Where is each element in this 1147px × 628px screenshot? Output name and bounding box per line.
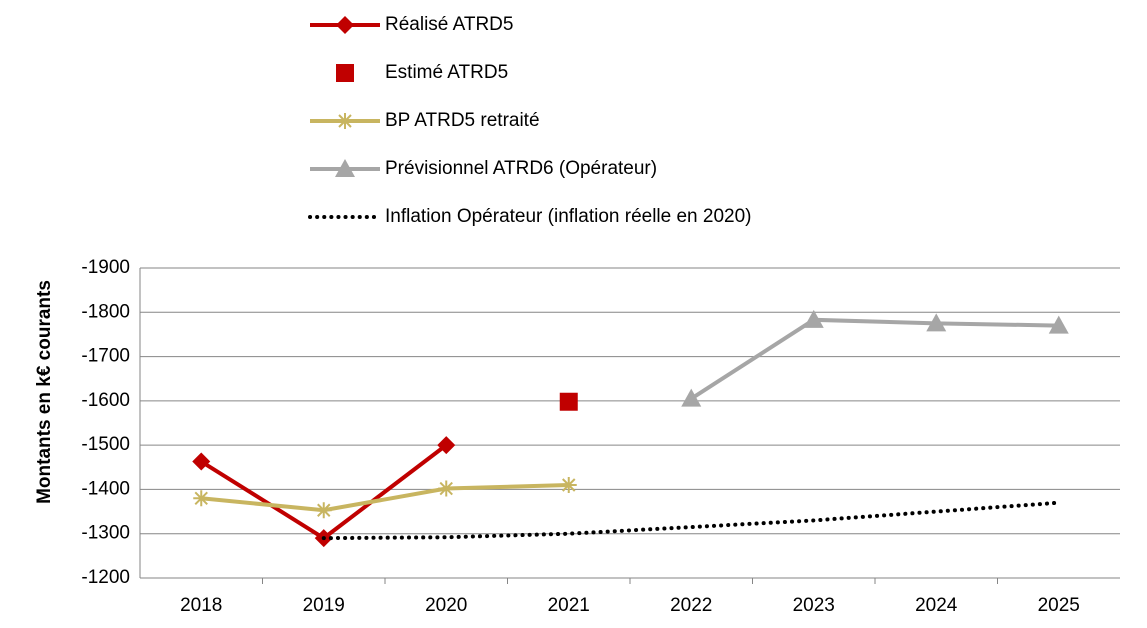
y-tick-label: -1600: [81, 390, 130, 411]
x-tick-label: 2020: [425, 595, 467, 616]
legend-label: Prévisionnel ATRD6 (Opérateur): [385, 158, 657, 179]
legend-marker: [336, 16, 354, 34]
data-point: [437, 436, 456, 455]
y-tick-label: -1400: [81, 478, 130, 499]
series-line: [200, 443, 448, 541]
data-point: [681, 388, 702, 407]
y-tick-label: -1200: [81, 567, 130, 588]
series-line: [201, 483, 569, 513]
y-tick-label: -1300: [81, 523, 130, 544]
y-tick-label: -1900: [81, 257, 130, 278]
data-point: [559, 392, 578, 411]
series-line: [690, 317, 1059, 401]
legend-label: Estimé ATRD5: [385, 62, 508, 83]
legend-marker: [335, 159, 355, 177]
data-point: [193, 490, 210, 507]
x-tick-label: 2023: [793, 595, 835, 616]
legend-label: BP ATRD5 retraité: [385, 110, 540, 131]
data-point: [192, 452, 211, 471]
x-tick-label: 2021: [548, 595, 590, 616]
y-tick-label: -1800: [81, 301, 130, 322]
data-point: [1048, 315, 1069, 334]
x-tick-label: 2025: [1038, 595, 1080, 616]
y-tick-label: -1700: [81, 346, 130, 367]
x-tick-label: 2018: [180, 595, 222, 616]
series-line: [321, 500, 1061, 541]
legend-marker: [336, 64, 354, 82]
y-axis-title: Montants en k€ courants: [34, 280, 55, 504]
data-point: [315, 502, 332, 519]
legend-label: Réalisé ATRD5: [385, 14, 513, 35]
y-tick-label: -1500: [81, 434, 130, 455]
data-point: [926, 313, 947, 332]
x-tick-label: 2024: [915, 595, 958, 616]
legend-label: Inflation Opérateur (inflation réelle en…: [385, 206, 752, 227]
data-point: [803, 309, 824, 328]
x-tick-label: 2022: [670, 595, 712, 616]
data-point: [438, 480, 455, 497]
data-point: [560, 477, 577, 493]
x-tick-label: 2019: [303, 595, 345, 616]
legend-marker: [337, 113, 353, 129]
